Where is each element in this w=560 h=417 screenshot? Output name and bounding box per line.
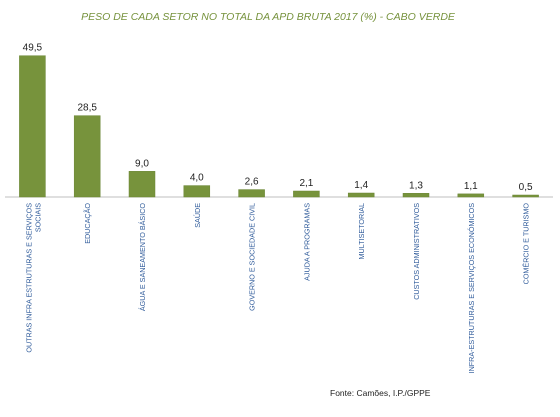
bar-8	[402, 193, 430, 198]
bar-1	[19, 55, 46, 198]
bar-9	[457, 193, 485, 198]
bar-4	[183, 185, 211, 198]
value-labels-group: 49,5 28,5 9,0 4,0 2,6 2,1 1,4 1,3 1,1 0,5	[23, 43, 533, 193]
value-label-2: 28,5	[77, 103, 97, 114]
value-label-1: 49,5	[23, 43, 43, 54]
bar-10	[512, 194, 539, 198]
category-label-4: SAÚDE	[193, 203, 202, 228]
value-label-3: 9,0	[135, 158, 149, 169]
bar-6	[293, 190, 320, 198]
category-labels-group: OUTRAS INFRA ESTRUTURAS E SERVIÇOSSOCIAI…	[24, 203, 530, 374]
chart-title: PESO DE CADA SETOR NO TOTAL DA APD BRUTA…	[81, 11, 456, 23]
value-label-5: 2,6	[245, 177, 259, 188]
bars-group	[19, 55, 539, 198]
category-label-2: EDUCAÇÃO	[83, 203, 92, 244]
value-label-7: 1,4	[354, 180, 368, 191]
bar-3	[128, 171, 156, 198]
value-label-8: 1,3	[409, 180, 423, 191]
category-label-5: GOVERNO E SOCIEDADE CIVIL	[248, 203, 257, 311]
bar-7	[347, 192, 375, 198]
category-label-6: AJUDA A PROGRAMAS	[302, 203, 311, 281]
category-label-9: INFRA-ESTRUTURAS E SERVIÇOS ECONÓMICOS	[467, 203, 476, 374]
bar-2	[73, 115, 101, 198]
value-label-6: 2,1	[299, 178, 313, 189]
value-label-10: 0,5	[519, 182, 533, 193]
category-label-7: MULTISETORIAL	[357, 203, 366, 259]
bar-5	[238, 189, 265, 198]
value-label-4: 4,0	[190, 173, 204, 184]
category-label-10: COMÉRCIO E TURISMO	[522, 203, 531, 285]
category-label-1: OUTRAS INFRA ESTRUTURAS E SERVIÇOSSOCIAI…	[24, 203, 42, 353]
value-label-9: 1,1	[464, 181, 478, 192]
source-note: Fonte: Camões, I.P./GPPE	[330, 388, 431, 398]
category-label-8: CUSTOS ADMINISTRATIVOS	[412, 203, 421, 300]
category-label-3: ÁGUA E SANEAMENTO BÁSICO	[138, 203, 147, 312]
